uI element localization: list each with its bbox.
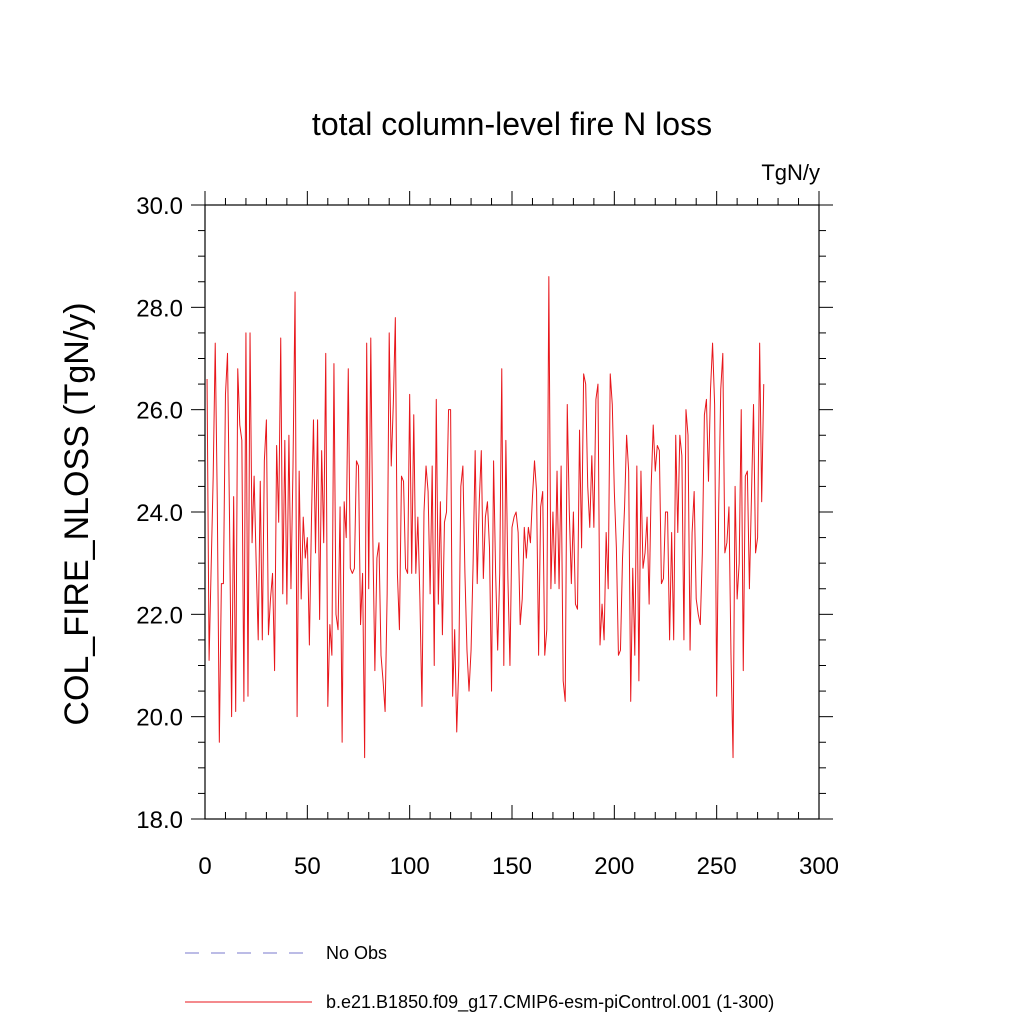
- x-tick-label: 0: [198, 853, 211, 880]
- series-line-1: [206, 276, 765, 759]
- y-tick-label: 20.0: [136, 705, 183, 732]
- legend-label-no-obs: No Obs: [326, 943, 387, 963]
- x-tick-label: 250: [697, 853, 737, 880]
- chart-title: total column-level fire N loss: [312, 106, 712, 142]
- series-group: [206, 276, 765, 759]
- x-tick-label: 50: [294, 853, 321, 880]
- legend-label-model: b.e21.B1850.f09_g17.CMIP6-esm-piControl.…: [326, 992, 774, 1013]
- y-axis-label: COL_FIRE_NLOSS (TgN/y): [58, 302, 96, 725]
- x-axis-ticks: [204, 191, 820, 819]
- y-tick-label: 24.0: [136, 500, 183, 527]
- x-tick-label: 200: [594, 853, 634, 880]
- x-tick-label: 100: [390, 853, 430, 880]
- y-axis-ticks: [191, 204, 833, 820]
- units-label: TgN/y: [761, 160, 820, 185]
- y-tick-label: 30.0: [136, 193, 183, 220]
- plot-frame: [204, 204, 820, 820]
- x-tick-label: 300: [799, 853, 839, 880]
- x-tick-label: 150: [492, 853, 532, 880]
- y-tick-label: 28.0: [136, 295, 183, 322]
- x-axis-tick-labels: 0 50 100 150 200 250 300: [198, 853, 839, 880]
- y-tick-label: 26.0: [136, 398, 183, 425]
- legend: No Obs b.e21.B1850.f09_g17.CMIP6-esm-piC…: [185, 943, 774, 1013]
- y-tick-label: 18.0: [136, 807, 183, 834]
- y-axis-tick-labels: 18.0 20.0 22.0 24.0 26.0 28.0 30.0: [136, 193, 183, 834]
- y-tick-label: 22.0: [136, 602, 183, 629]
